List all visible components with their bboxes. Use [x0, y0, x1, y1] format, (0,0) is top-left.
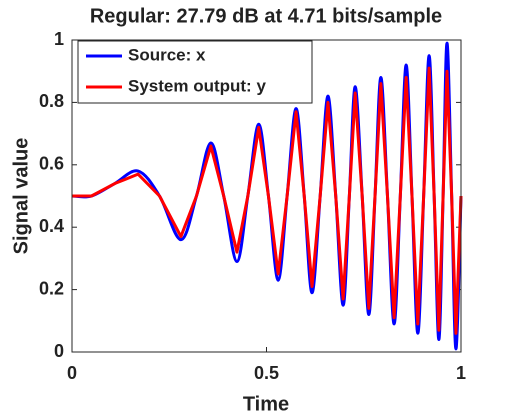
y-tick-label: 0.2	[39, 278, 64, 298]
chart-title: Regular: 27.79 dB at 4.71 bits/sample	[90, 5, 442, 27]
y-tick-label: 1	[54, 29, 64, 49]
x-tick-label: 0.5	[254, 363, 279, 383]
legend-label: Source: x	[128, 45, 206, 64]
y-tick-label: 0.6	[39, 154, 64, 174]
x-tick-label: 0	[67, 363, 77, 383]
y-tick-label: 0	[54, 341, 64, 361]
series-line	[72, 66, 463, 335]
legend-label: System output: y	[128, 76, 266, 95]
y-tick-label: 0.8	[39, 91, 64, 111]
legend-box	[77, 40, 313, 104]
plot-frame	[71, 39, 462, 353]
y-tick-label: 0.4	[39, 216, 64, 236]
y-axis-label: Signal value	[10, 138, 32, 255]
x-tick-label: 1	[456, 363, 466, 383]
x-axis-label: Time	[243, 393, 289, 415]
